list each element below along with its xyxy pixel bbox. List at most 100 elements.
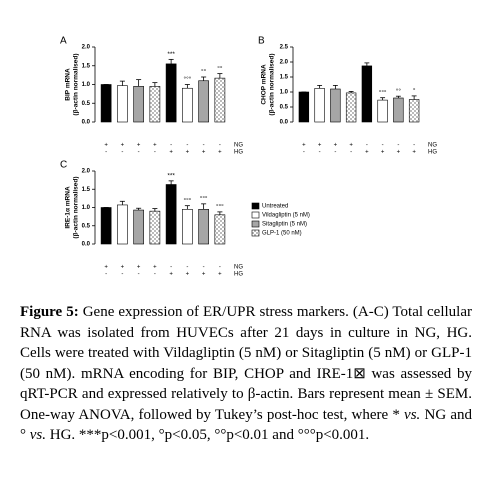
- condition-mark: -: [138, 150, 140, 156]
- y-tick-label: 0.0: [82, 120, 91, 126]
- bar: [117, 204, 128, 245]
- significance-label: ***: [167, 173, 175, 180]
- bar: [377, 99, 388, 123]
- bar: [393, 97, 404, 123]
- condition-mark: +: [202, 272, 206, 278]
- condition-name: NG: [234, 265, 243, 271]
- condition-mark: -: [121, 272, 123, 278]
- condition-mark: +: [186, 150, 190, 156]
- condition-mark: +: [104, 143, 108, 149]
- legend-swatch: [251, 220, 260, 228]
- bar: [314, 88, 325, 123]
- condition-mark: +: [104, 265, 108, 271]
- y-tick-label: 0.0: [280, 120, 289, 126]
- significance-label: °°°: [183, 75, 191, 83]
- significance-label: °°°: [183, 196, 191, 204]
- bar: [100, 84, 112, 123]
- condition-mark: +: [169, 272, 173, 278]
- bar: [182, 87, 193, 123]
- condition-name: HG: [428, 150, 437, 156]
- y-tick-label: 1.5: [82, 63, 91, 69]
- condition-mark: -: [334, 150, 336, 156]
- panel-label: A: [60, 36, 67, 47]
- condition-name: HG: [234, 150, 243, 156]
- condition-mark: -: [186, 143, 188, 149]
- y-axis-title: (β-actin normalised): [73, 176, 80, 238]
- condition-mark: +: [412, 150, 416, 156]
- bar: [330, 88, 341, 123]
- significance-label: ***: [167, 51, 175, 58]
- bar: [198, 209, 209, 245]
- bar: [345, 92, 357, 123]
- condition-mark: -: [303, 150, 305, 156]
- condition-mark: +: [186, 272, 190, 278]
- y-axis-title: BIP mRNA: [65, 68, 72, 101]
- condition-mark: +: [202, 150, 206, 156]
- condition-mark: -: [154, 150, 156, 156]
- condition-mark: +: [121, 143, 125, 149]
- condition-mark: -: [397, 143, 399, 149]
- condition-mark: +: [137, 265, 141, 271]
- condition-mark: +: [397, 150, 401, 156]
- bar: [198, 80, 209, 123]
- condition-mark: +: [169, 150, 173, 156]
- bar: [117, 85, 128, 123]
- condition-name: NG: [234, 143, 243, 149]
- condition-mark: -: [350, 150, 352, 156]
- condition-name: HG: [234, 272, 243, 278]
- bar: [149, 86, 161, 123]
- bar: [100, 207, 112, 245]
- legend-swatch: [251, 229, 260, 237]
- bar: [165, 63, 177, 123]
- condition-mark: +: [318, 143, 322, 149]
- y-axis-title: (β-actin normalised): [73, 53, 80, 115]
- condition-mark: -: [203, 143, 205, 149]
- bar: [149, 210, 161, 245]
- condition-mark: -: [105, 272, 107, 278]
- condition-mark: +: [381, 150, 385, 156]
- y-tick-label: 2.0: [280, 60, 289, 66]
- condition-mark: +: [334, 143, 338, 149]
- condition-mark: +: [349, 143, 353, 149]
- condition-mark: +: [302, 143, 306, 149]
- caption-text: vs.: [29, 427, 46, 443]
- y-tick-label: 1.0: [82, 205, 91, 211]
- y-tick-label: 0.5: [82, 223, 91, 229]
- significance-label: °°: [201, 68, 207, 76]
- condition-mark: +: [218, 272, 222, 278]
- condition-mark: -: [382, 143, 384, 149]
- y-tick-label: 1.0: [280, 90, 289, 96]
- caption-text: Gene expression of ER/UPR stress markers…: [20, 304, 472, 423]
- caption: Figure 5: Gene expression of ER/UPR stre…: [20, 302, 472, 446]
- panel-label: C: [60, 160, 67, 171]
- condition-mark: -: [219, 265, 221, 271]
- condition-mark: -: [219, 143, 221, 149]
- y-tick-label: 2.5: [280, 45, 289, 51]
- condition-mark: -: [319, 150, 321, 156]
- legend-label: Sitagliptin (5 nM): [262, 222, 307, 228]
- y-tick-label: 0.0: [82, 242, 91, 248]
- bar: [408, 99, 420, 123]
- condition-mark: +: [153, 265, 157, 271]
- panel-label: B: [258, 36, 265, 47]
- y-tick-label: 1.0: [82, 82, 91, 88]
- y-tick-label: 2.0: [82, 169, 91, 175]
- legend-swatch: [251, 211, 260, 219]
- bar: [361, 65, 373, 123]
- bar: [133, 209, 144, 245]
- significance-label: °°: [396, 87, 402, 95]
- legend-swatch: [251, 202, 260, 210]
- y-tick-label: 0.5: [280, 105, 289, 111]
- significance-label: °°°: [379, 88, 387, 96]
- caption-text: NG and °: [20, 406, 472, 444]
- y-tick-label: 0.5: [82, 101, 91, 107]
- bar: [182, 209, 193, 245]
- condition-mark: -: [186, 265, 188, 271]
- y-tick-label: 1.5: [82, 187, 91, 193]
- caption-text: HG. ***p<0.001, °p<0.05, °°p<0.01 and °°…: [46, 427, 370, 443]
- condition-mark: -: [138, 272, 140, 278]
- bar: [298, 91, 310, 123]
- condition-mark: +: [121, 265, 125, 271]
